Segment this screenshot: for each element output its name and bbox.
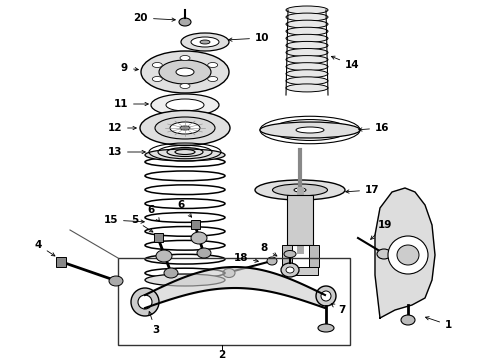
- Ellipse shape: [109, 276, 123, 286]
- Ellipse shape: [200, 40, 210, 44]
- Text: 20: 20: [133, 13, 175, 23]
- Text: 13: 13: [107, 147, 146, 157]
- Ellipse shape: [176, 68, 194, 76]
- Ellipse shape: [179, 18, 191, 26]
- Ellipse shape: [401, 315, 415, 325]
- Ellipse shape: [286, 267, 294, 273]
- Ellipse shape: [151, 94, 219, 116]
- Ellipse shape: [286, 63, 328, 71]
- Text: 15: 15: [103, 215, 144, 225]
- Text: 18: 18: [234, 253, 258, 263]
- Ellipse shape: [286, 55, 328, 64]
- Bar: [282, 245, 292, 267]
- Ellipse shape: [286, 41, 328, 49]
- Ellipse shape: [388, 236, 428, 274]
- Bar: [154, 233, 163, 242]
- Bar: [284, 267, 318, 275]
- Ellipse shape: [267, 257, 277, 265]
- Bar: [309, 245, 319, 267]
- Text: 3: 3: [149, 311, 159, 335]
- Ellipse shape: [170, 122, 200, 134]
- Ellipse shape: [286, 34, 328, 42]
- Text: 4: 4: [35, 240, 55, 256]
- Ellipse shape: [145, 274, 225, 286]
- Text: 12: 12: [107, 123, 136, 133]
- Text: 17: 17: [346, 185, 380, 195]
- Ellipse shape: [181, 33, 229, 51]
- Ellipse shape: [286, 6, 328, 14]
- Ellipse shape: [294, 188, 306, 192]
- Ellipse shape: [260, 122, 360, 138]
- Ellipse shape: [152, 77, 162, 81]
- Ellipse shape: [286, 13, 328, 21]
- Ellipse shape: [152, 63, 162, 68]
- Text: 6: 6: [178, 200, 192, 217]
- Ellipse shape: [191, 232, 207, 244]
- Bar: [287, 195, 313, 245]
- Polygon shape: [375, 188, 435, 318]
- Ellipse shape: [318, 324, 334, 332]
- Ellipse shape: [286, 77, 328, 85]
- Bar: [191, 220, 200, 229]
- Text: 8: 8: [261, 243, 277, 256]
- Ellipse shape: [286, 49, 328, 57]
- Ellipse shape: [286, 70, 328, 78]
- Text: 10: 10: [229, 33, 270, 43]
- Ellipse shape: [141, 51, 229, 93]
- Ellipse shape: [180, 126, 190, 130]
- Ellipse shape: [208, 63, 218, 68]
- Ellipse shape: [166, 99, 204, 111]
- Text: 16: 16: [359, 123, 390, 133]
- Ellipse shape: [191, 37, 219, 47]
- Ellipse shape: [140, 111, 230, 145]
- Text: 5: 5: [131, 215, 153, 232]
- Ellipse shape: [180, 84, 190, 89]
- Ellipse shape: [286, 20, 328, 28]
- Text: 19: 19: [370, 220, 392, 239]
- Ellipse shape: [286, 84, 328, 92]
- Ellipse shape: [208, 77, 218, 81]
- Ellipse shape: [255, 180, 345, 200]
- Ellipse shape: [296, 127, 324, 133]
- Text: 9: 9: [121, 63, 138, 73]
- Ellipse shape: [155, 117, 215, 139]
- Text: 6: 6: [148, 205, 159, 221]
- Ellipse shape: [131, 288, 159, 316]
- Ellipse shape: [138, 295, 152, 309]
- Ellipse shape: [145, 149, 225, 161]
- Ellipse shape: [321, 291, 331, 301]
- Text: 14: 14: [331, 56, 360, 70]
- Text: 2: 2: [219, 350, 225, 360]
- Ellipse shape: [377, 249, 391, 259]
- Ellipse shape: [397, 245, 419, 265]
- Ellipse shape: [197, 248, 211, 258]
- Ellipse shape: [281, 263, 299, 277]
- Ellipse shape: [284, 251, 296, 257]
- Bar: [118, 258, 350, 345]
- Ellipse shape: [223, 269, 235, 278]
- Text: 7: 7: [331, 304, 345, 315]
- Text: 11: 11: [114, 99, 148, 109]
- Ellipse shape: [286, 27, 328, 35]
- Ellipse shape: [159, 60, 211, 84]
- Ellipse shape: [156, 250, 172, 262]
- Ellipse shape: [164, 268, 178, 278]
- Ellipse shape: [316, 286, 336, 306]
- Bar: [56, 257, 66, 267]
- Ellipse shape: [180, 55, 190, 60]
- Text: 1: 1: [425, 317, 452, 330]
- Ellipse shape: [272, 184, 327, 196]
